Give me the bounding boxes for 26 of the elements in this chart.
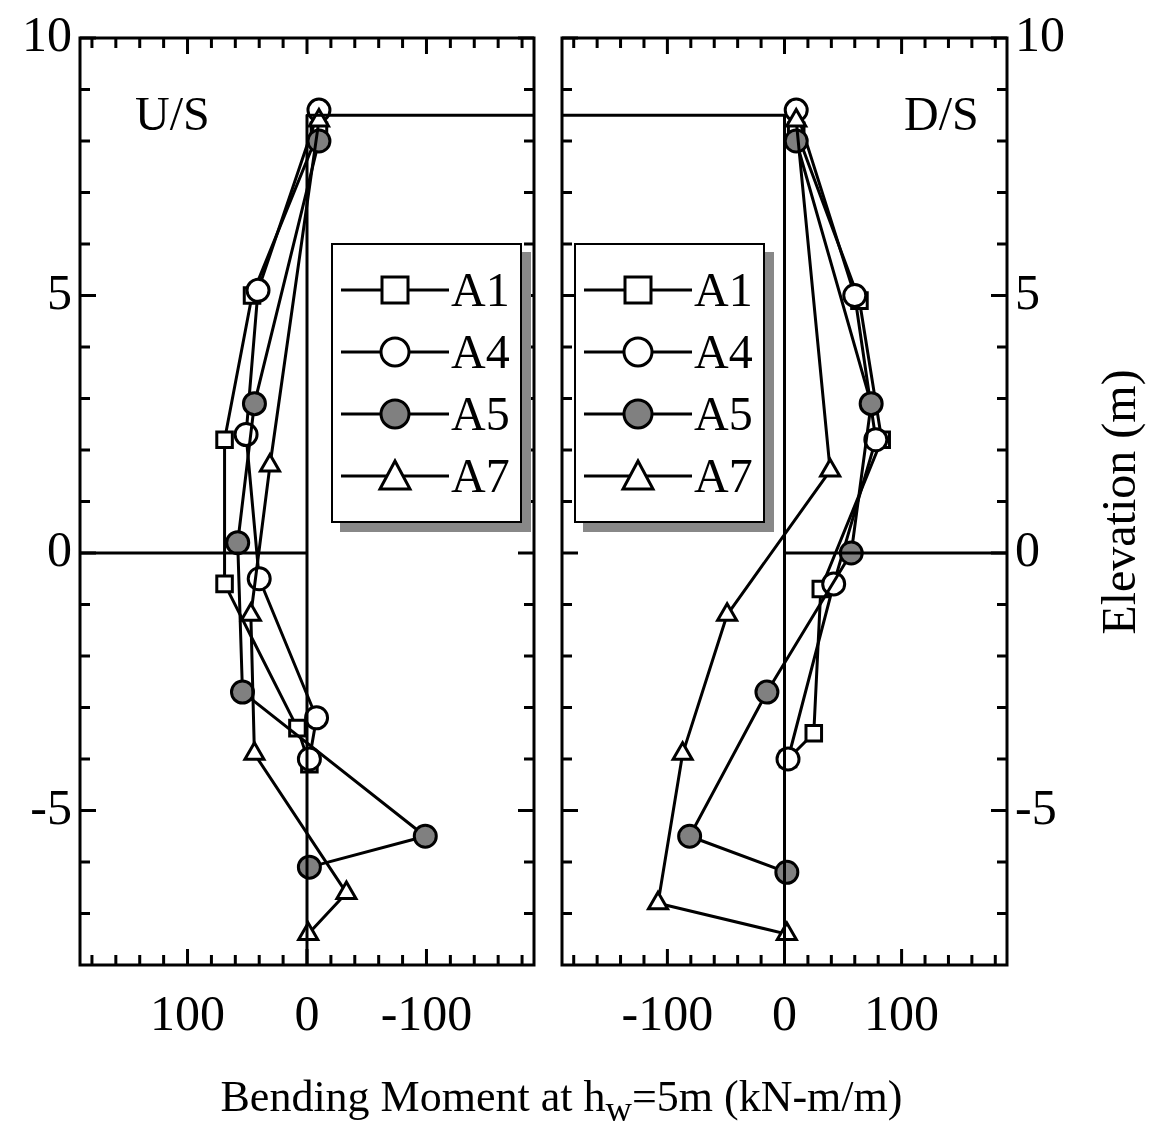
legend-label: A7: [694, 449, 753, 502]
legend-label: A4: [694, 325, 753, 378]
y-tick-label: 0: [47, 521, 72, 578]
y-tick-label: 10: [22, 6, 72, 63]
x-tick-label: 0: [294, 985, 320, 1042]
x-axis-title: Bending Moment at h$_{w}$=5m (kN-m/m): [220, 1072, 903, 1131]
y-tick-label: 5: [47, 263, 72, 320]
legend-label: A1: [694, 263, 753, 316]
y-axis-title: Elevation (m): [1091, 368, 1145, 635]
x-tick-label: 0: [772, 985, 797, 1042]
y-tick-label: 10: [1015, 6, 1065, 63]
y-tick-label: 0: [1015, 521, 1040, 578]
legend-label: A5: [694, 387, 753, 440]
x-tick-label: 100: [150, 985, 226, 1042]
x-tick-label: -100: [621, 985, 714, 1042]
x-tick-label: -100: [380, 985, 473, 1042]
x-tick-label: 100: [864, 985, 940, 1042]
legend-label: A7: [451, 449, 510, 502]
legend-label: A4: [451, 325, 510, 378]
y-tick-label: 5: [1015, 263, 1040, 320]
y-tick-label: -5: [30, 778, 72, 835]
y-tick-label: -5: [1015, 778, 1057, 835]
annotation: U/S: [135, 87, 210, 140]
legend-label: A5: [451, 387, 510, 440]
annotation: D/S: [904, 87, 979, 140]
legend-label: A1: [451, 263, 510, 316]
